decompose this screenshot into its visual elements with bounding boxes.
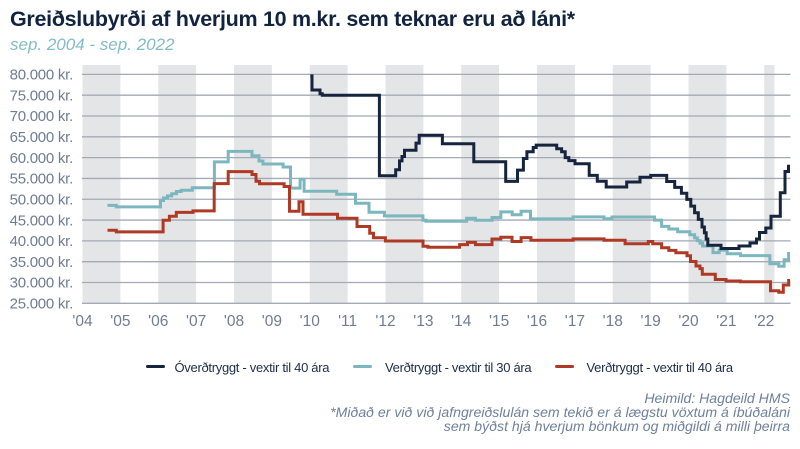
svg-text:'10: '10 bbox=[300, 313, 321, 330]
svg-text:'20: '20 bbox=[678, 313, 699, 330]
svg-text:50.000 kr.: 50.000 kr. bbox=[10, 191, 73, 208]
svg-text:80.000 kr.: 80.000 kr. bbox=[10, 67, 73, 84]
svg-text:'12: '12 bbox=[375, 313, 395, 330]
svg-text:60.000 kr.: 60.000 kr. bbox=[10, 150, 73, 167]
svg-text:'07: '07 bbox=[186, 313, 206, 330]
svg-text:'05: '05 bbox=[110, 313, 130, 330]
svg-text:55.000 kr.: 55.000 kr. bbox=[10, 171, 73, 188]
svg-text:70.000 kr.: 70.000 kr. bbox=[10, 108, 73, 125]
svg-text:'09: '09 bbox=[262, 313, 282, 330]
svg-text:'11: '11 bbox=[338, 313, 357, 330]
svg-text:'19: '19 bbox=[641, 313, 661, 330]
svg-text:35.000 kr.: 35.000 kr. bbox=[10, 254, 73, 271]
svg-text:75.000 kr.: 75.000 kr. bbox=[10, 87, 73, 104]
svg-text:'16: '16 bbox=[527, 313, 547, 330]
svg-text:'08: '08 bbox=[224, 313, 244, 330]
svg-text:65.000 kr.: 65.000 kr. bbox=[10, 129, 73, 146]
svg-text:'13: '13 bbox=[413, 313, 433, 330]
svg-text:'17: '17 bbox=[565, 313, 585, 330]
svg-text:30.000 kr.: 30.000 kr. bbox=[10, 275, 73, 292]
svg-text:'14: '14 bbox=[451, 313, 472, 330]
svg-text:'15: '15 bbox=[489, 313, 509, 330]
svg-text:'18: '18 bbox=[603, 313, 623, 330]
svg-text:'04: '04 bbox=[72, 313, 93, 330]
svg-text:45.000 kr.: 45.000 kr. bbox=[10, 212, 73, 229]
svg-text:40.000 kr.: 40.000 kr. bbox=[10, 233, 73, 250]
svg-text:'21: '21 bbox=[716, 313, 736, 330]
svg-text:'06: '06 bbox=[148, 313, 168, 330]
svg-text:'22: '22 bbox=[754, 313, 774, 330]
svg-text:25.000 kr.: 25.000 kr. bbox=[10, 296, 73, 313]
